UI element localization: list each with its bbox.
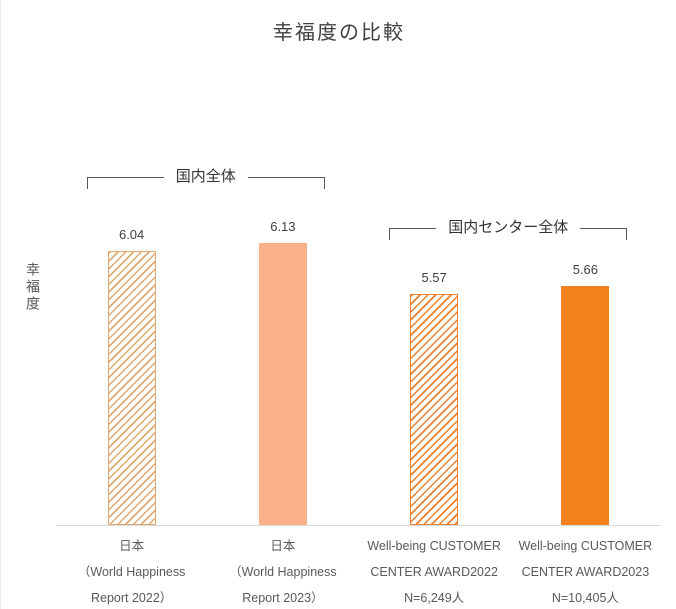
category-label-3: Well-being CUSTOMER CENTER AWARD2023 N=10,…: [509, 533, 661, 609]
category-label-line: （World Happiness: [229, 565, 337, 579]
category-label-line: Report 2023）: [242, 591, 324, 605]
y-axis-label: 幸福度: [25, 262, 41, 313]
category-label-line: N=10,405人: [551, 591, 619, 605]
category-label-line: 日本: [119, 539, 145, 553]
bar-0: [107, 251, 156, 525]
value-label-2: 5.57: [421, 270, 447, 285]
bracket-arm-left: [389, 228, 437, 240]
bar-2: [410, 294, 459, 525]
chart-title: 幸福度の比較: [273, 22, 405, 44]
bar-1: [258, 243, 307, 525]
group-bracket-1: 国内センター全体: [389, 218, 628, 240]
bracket-arm-right: [580, 228, 628, 240]
category-label-line: Well-being CUSTOMER: [518, 539, 653, 553]
value-label-3: 5.66: [572, 262, 599, 277]
category-label-line: CENTER AWARD2023: [521, 565, 650, 579]
category-label-line: Report 2022）: [90, 591, 173, 605]
category-label-line: 日本: [270, 539, 296, 553]
bracket-arm-left: [86, 177, 164, 189]
category-label-line: CENTER AWARD2022: [370, 565, 498, 579]
category-label-line: （World Happiness: [77, 565, 186, 579]
value-label-0: 6.04: [118, 227, 145, 242]
category-label-line: N=6,249人: [404, 591, 465, 605]
category-label-1: 日本 （World Happiness Report 2023）: [207, 533, 359, 609]
group-bracket-0: 国内全体: [86, 167, 325, 189]
category-label-2: Well-being CUSTOMER CENTER AWARD2022 N=6,2…: [358, 533, 510, 609]
category-label-0: 日本 （World Happiness Report 2022）: [56, 533, 208, 609]
bar-3: [561, 286, 610, 525]
category-label-line: Well-being CUSTOMER: [367, 539, 501, 553]
bracket-arm-right: [247, 177, 325, 189]
group-bracket-label: 国内全体: [175, 168, 236, 185]
x-axis-line: [56, 525, 661, 526]
group-bracket-label: 国内センター全体: [448, 219, 569, 236]
value-label-1: 6.13: [270, 219, 296, 234]
